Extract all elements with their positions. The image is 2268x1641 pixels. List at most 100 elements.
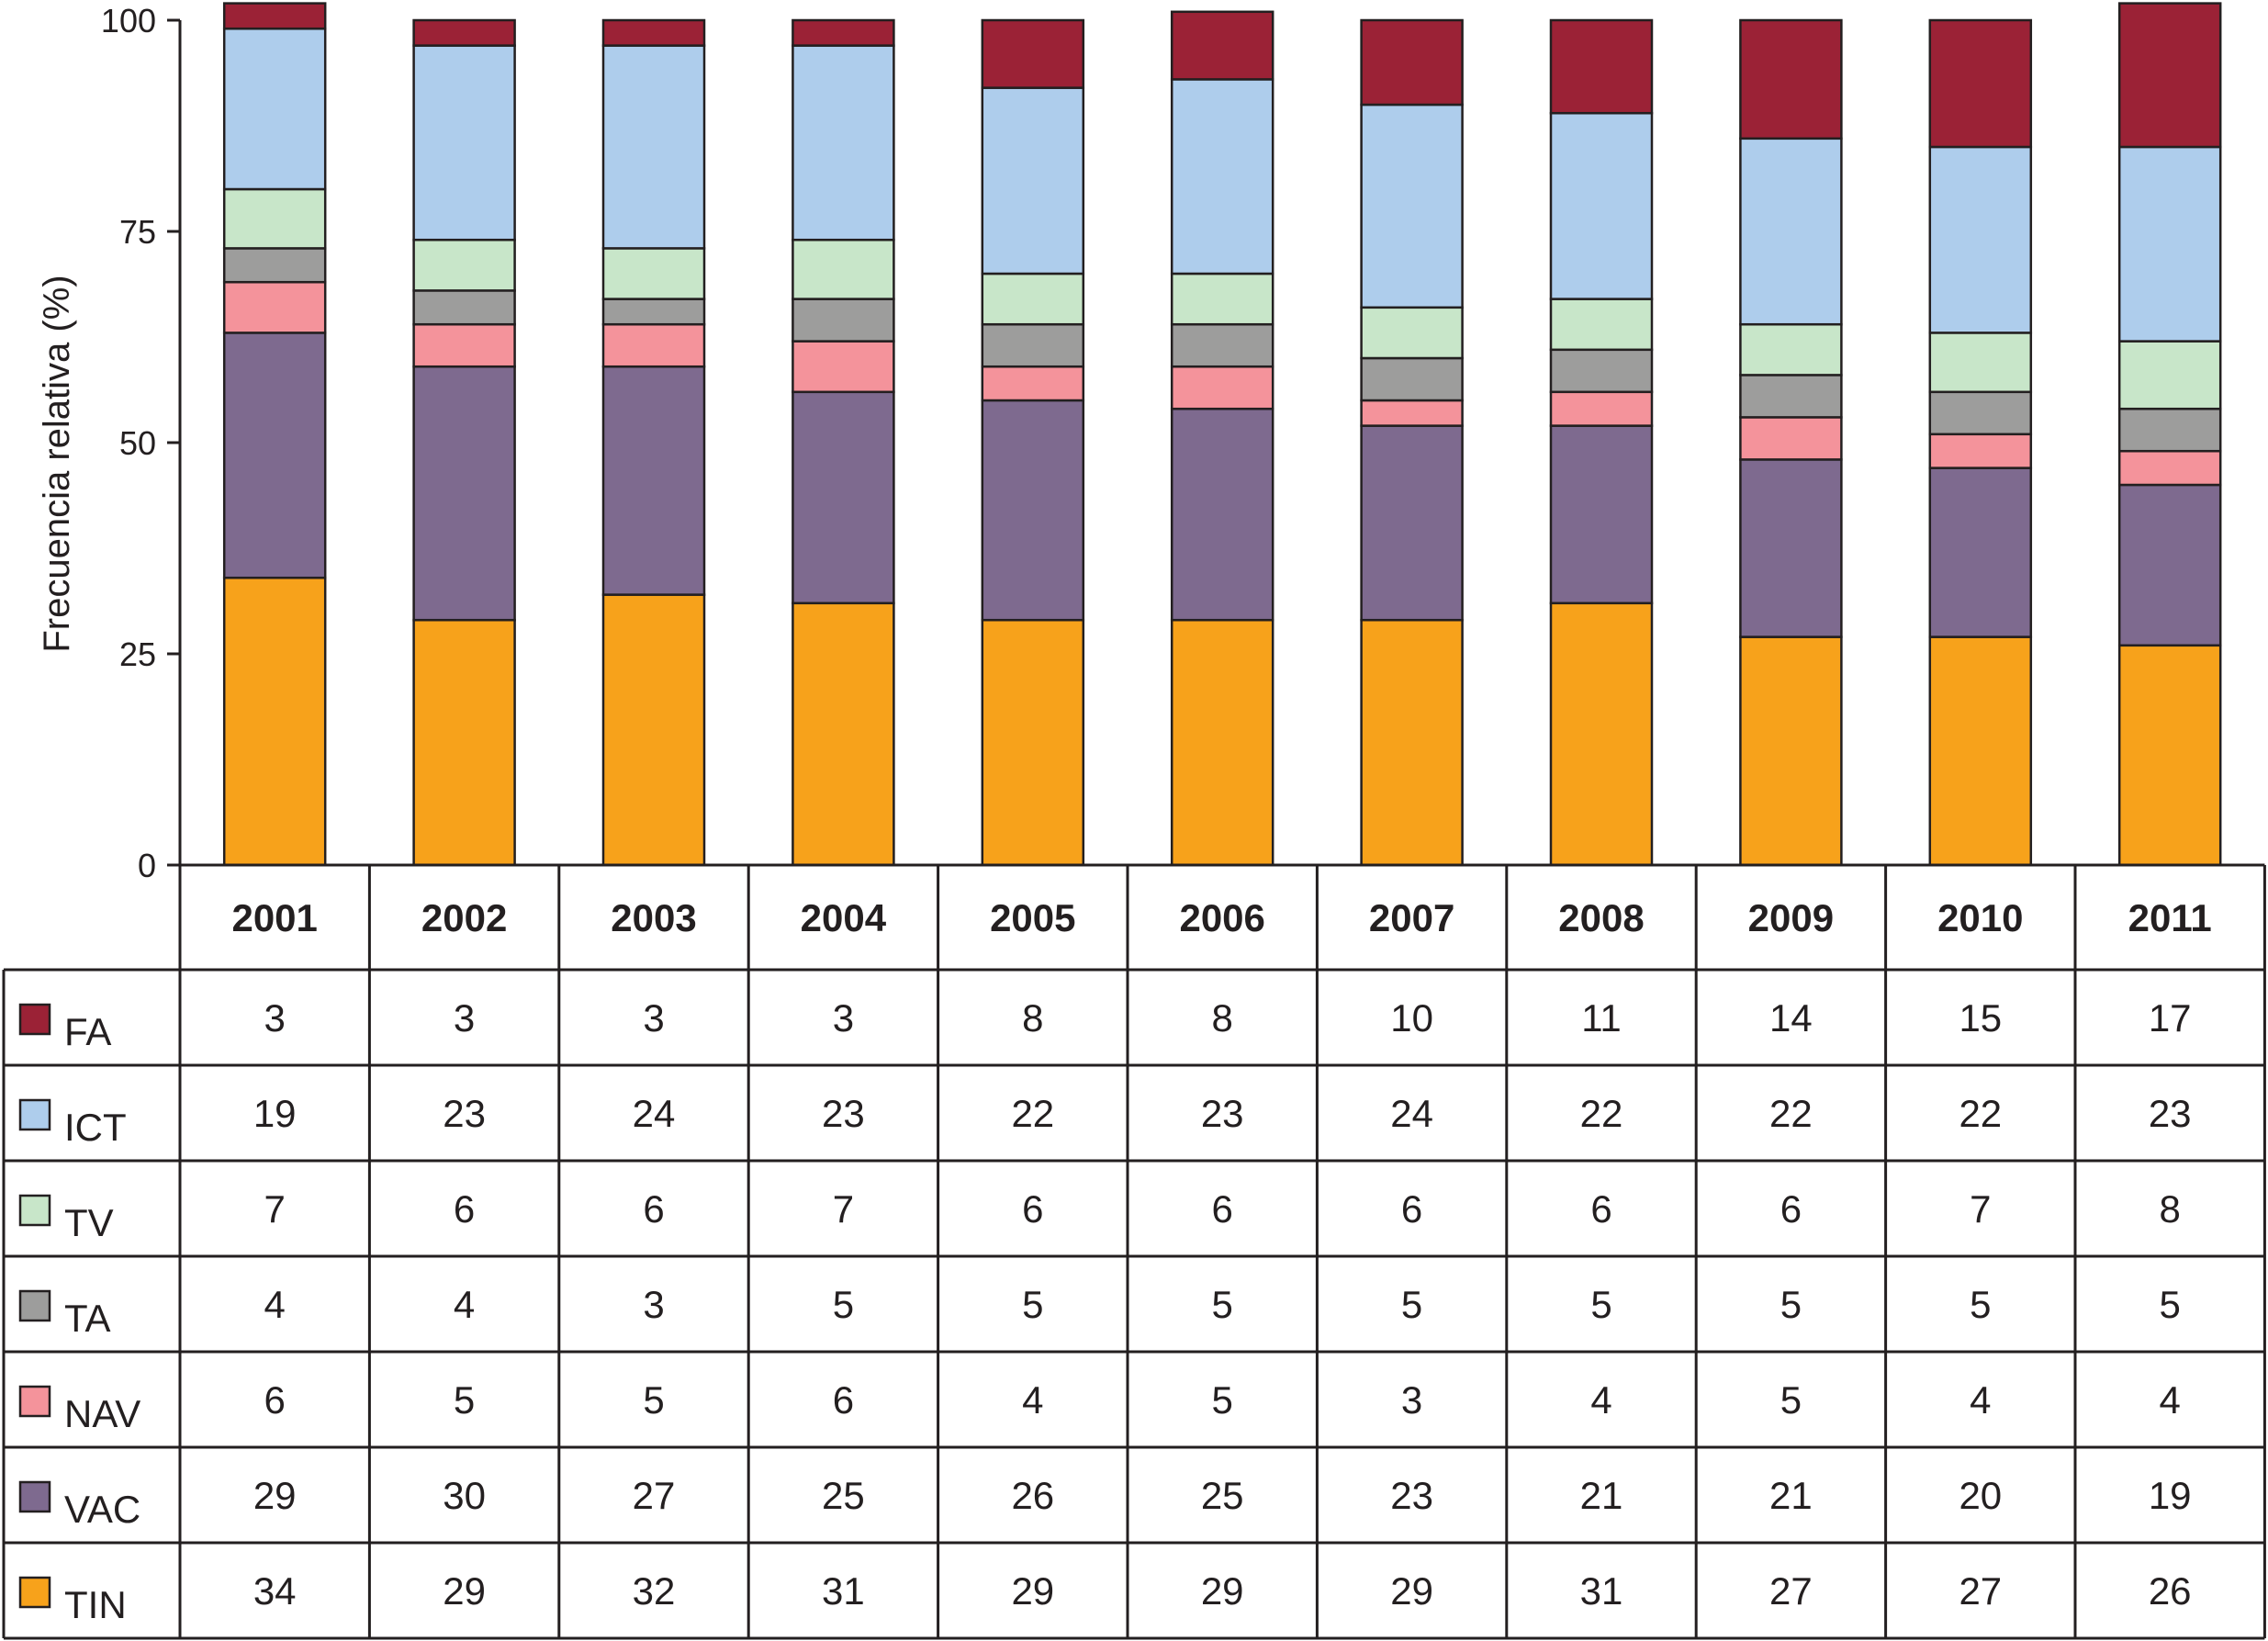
bar-segment-ict-2011	[2117, 145, 2222, 343]
bar-segment-nav-2006	[1170, 365, 1274, 410]
table-cell-vac-2007: 23	[1390, 1474, 1433, 1517]
bar-segment-tv-2002	[412, 238, 516, 292]
table-cell-ta-2010: 5	[1970, 1283, 1991, 1326]
table-cell-ict-2002: 23	[443, 1092, 486, 1135]
y-tick-label: 100	[101, 2, 156, 39]
bar-segment-ta-2006	[1170, 322, 1274, 368]
category-label-2001: 2001	[231, 896, 317, 939]
bars-group	[222, 2, 2222, 867]
bar-segment-tin-2001	[222, 576, 327, 867]
legend-swatch-tin	[18, 1576, 51, 1609]
bar-segment-fa-2004	[792, 18, 895, 47]
bar-segment-vac-2004	[792, 390, 895, 605]
bar-segment-tin-2011	[2117, 644, 2222, 867]
bar-segment-ict-2002	[412, 44, 516, 242]
bar-segment-ta-2005	[981, 322, 1085, 368]
bar-segment-nav-2001	[222, 280, 327, 334]
table-cell-ta-2007: 5	[1401, 1283, 1422, 1326]
table-cell-ta-2004: 5	[833, 1283, 854, 1326]
legend-swatch-vac	[18, 1480, 51, 1513]
table-cell-vac-2004: 25	[822, 1474, 865, 1517]
bar-segment-ta-2009	[1739, 374, 1843, 419]
table-cell-tv-2009: 6	[1780, 1187, 1802, 1231]
category-label-2010: 2010	[1937, 896, 2023, 939]
bar-segment-tin-2009	[1739, 635, 1843, 867]
category-label-2002: 2002	[421, 896, 507, 939]
table-cell-vac-2011: 19	[2149, 1474, 2192, 1517]
table-cell-ict-2006: 23	[1201, 1092, 1244, 1135]
data-table: 2001 2002 2003 2004 2005 2006 2007 2008 2009 2010…	[2, 863, 2266, 1640]
table-cell-ict-2003: 24	[633, 1092, 676, 1135]
bar-segment-tv-2005	[981, 272, 1085, 326]
bar-segment-fa-2008	[1549, 18, 1654, 115]
table-cell-fa-2005: 8	[1022, 996, 1043, 1040]
table-cell-fa-2007: 10	[1390, 996, 1433, 1040]
table-cell-vac-2006: 25	[1201, 1474, 1244, 1517]
legend-swatch-ict	[18, 1098, 51, 1131]
table-cell-nav-2001: 6	[264, 1378, 286, 1422]
category-label-2008: 2008	[1558, 896, 1644, 939]
table-cell-fa-2003: 3	[643, 996, 664, 1040]
legend-label-tv: TV	[64, 1201, 114, 1244]
table-cell-fa-2009: 14	[1769, 996, 1813, 1040]
bar-segment-ta-2004	[792, 298, 895, 343]
legend-label-ict: ICT	[64, 1106, 127, 1149]
table-cell-ta-2001: 4	[264, 1283, 286, 1326]
table-cell-fa-2006: 8	[1212, 996, 1233, 1040]
y-tick-label: 75	[119, 213, 156, 251]
table-cell-vac-2008: 21	[1580, 1474, 1623, 1517]
bar-segment-tin-2006	[1170, 618, 1274, 867]
table-cell-ict-2005: 22	[1011, 1092, 1054, 1135]
table-cell-tv-2007: 6	[1401, 1187, 1422, 1231]
table-cell-tv-2008: 6	[1590, 1187, 1611, 1231]
bar-segment-ta-2002	[412, 289, 516, 326]
bar-segment-ict-2004	[792, 44, 895, 242]
table-cell-ict-2009: 22	[1769, 1092, 1813, 1135]
bar-segment-tin-2008	[1549, 601, 1654, 867]
table-cell-fa-2008: 11	[1581, 996, 1622, 1040]
table-cell-tin-2003: 32	[633, 1569, 676, 1613]
y-tick-label: 25	[119, 635, 156, 673]
bar-segment-tv-2007	[1360, 306, 1464, 360]
table-cell-tin-2004: 31	[822, 1569, 865, 1613]
bar-segment-fa-2010	[1928, 18, 2033, 149]
table-cell-fa-2010: 15	[1959, 996, 2002, 1040]
bar-segment-fa-2009	[1739, 18, 1843, 140]
table-cell-fa-2004: 3	[833, 996, 854, 1040]
bar-segment-fa-2005	[981, 18, 1085, 89]
bar-segment-nav-2008	[1549, 390, 1654, 427]
bar-segment-ict-2006	[1170, 78, 1274, 275]
legend-swatch-tv	[18, 1194, 51, 1227]
table-cell-ict-2011: 23	[2149, 1092, 2192, 1135]
bar-segment-ict-2007	[1360, 103, 1464, 309]
table-cell-fa-2001: 3	[264, 996, 286, 1040]
y-tick-label: 0	[138, 847, 156, 884]
table-cell-ict-2004: 23	[822, 1092, 865, 1135]
bar-segment-tin-2002	[412, 618, 516, 867]
table-cell-nav-2006: 5	[1212, 1378, 1233, 1422]
bar-segment-ict-2009	[1739, 137, 1843, 326]
table-cell-nav-2008: 4	[1590, 1378, 1611, 1422]
table-cell-tin-2006: 29	[1201, 1569, 1244, 1613]
bar-segment-ta-2010	[1928, 390, 2033, 436]
bar-segment-vac-2009	[1739, 458, 1843, 638]
table-cell-tin-2007: 29	[1390, 1569, 1433, 1613]
table-cell-nav-2010: 4	[1970, 1378, 1991, 1422]
table-cell-vac-2001: 29	[253, 1474, 297, 1517]
legend-label-ta: TA	[64, 1297, 111, 1340]
table-cell-tv-2001: 7	[264, 1187, 286, 1231]
table-cell-vac-2003: 27	[633, 1474, 676, 1517]
bar-segment-tv-2009	[1739, 322, 1843, 377]
table-cell-fa-2011: 17	[2149, 996, 2192, 1040]
table-cell-ta-2002: 4	[454, 1283, 475, 1326]
bar-segment-nav-2002	[412, 322, 516, 368]
category-label-2009: 2009	[1748, 896, 1834, 939]
bar-segment-vac-2001	[222, 332, 327, 579]
bar-segment-fa-2002	[412, 18, 516, 47]
table-cell-nav-2002: 5	[454, 1378, 475, 1422]
bar-segment-fa-2011	[2117, 2, 2222, 149]
bar-segment-tv-2003	[601, 247, 706, 300]
bar-segment-ta-2011	[2117, 407, 2222, 453]
bar-segment-tv-2004	[792, 238, 895, 300]
